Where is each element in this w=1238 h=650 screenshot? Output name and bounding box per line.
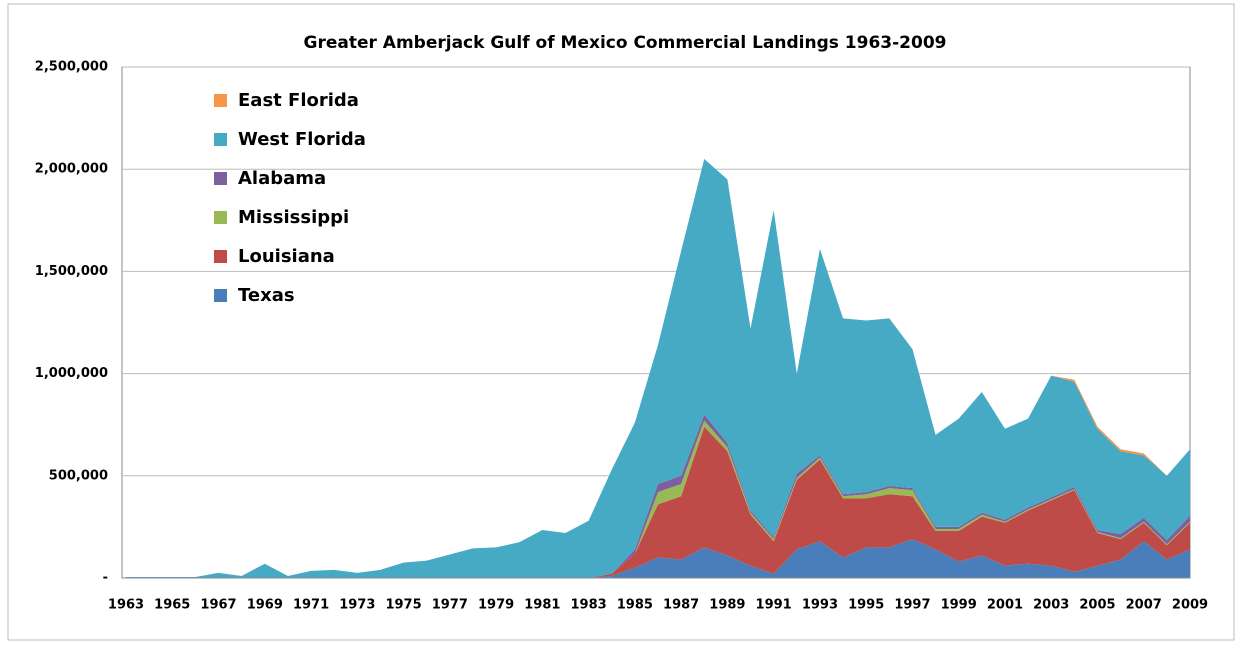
legend-label: Louisiana (238, 246, 335, 267)
x-tick-label: 2005 (1079, 598, 1115, 613)
y-tick-label: 1,500,000 (35, 264, 108, 279)
y-tick-label: 500,000 (49, 468, 108, 483)
legend-label: Texas (238, 285, 295, 306)
x-tick-label: 1975 (385, 598, 421, 613)
legend-swatch (214, 133, 227, 146)
x-tick-label: 1967 (200, 598, 236, 613)
legend-swatch (214, 211, 227, 224)
x-tick-label: 1989 (709, 598, 745, 613)
x-tick-label: 2009 (1172, 598, 1208, 613)
x-tick-label: 1987 (663, 598, 699, 613)
area (126, 539, 1190, 578)
x-tick-label: 1969 (247, 598, 283, 613)
legend-swatch (214, 94, 227, 107)
legend-swatch (214, 289, 227, 302)
area (126, 426, 1190, 578)
x-tick-label: 1995 (848, 598, 884, 613)
x-tick-label: 1981 (524, 598, 560, 613)
x-tick-label: 1963 (108, 598, 144, 613)
y-tick-label: - (103, 571, 108, 586)
x-tick-label: 2001 (987, 598, 1023, 613)
legend-label: East Florida (238, 90, 359, 111)
legend-swatch (214, 250, 227, 263)
x-tick-label: 1983 (571, 598, 607, 613)
x-tick-label: 1977 (432, 598, 468, 613)
x-tick-label: 1973 (339, 598, 375, 613)
x-tick-label: 1971 (293, 598, 329, 613)
area (126, 158, 1190, 579)
legend-label: West Florida (238, 129, 366, 150)
y-tick-label: 2,000,000 (35, 162, 108, 177)
x-tick-label: 1985 (617, 598, 653, 613)
x-tick-label: 1965 (154, 598, 190, 613)
x-tick-label: 1993 (802, 598, 838, 613)
legend-swatch (214, 172, 227, 185)
x-tick-label: 2007 (1126, 598, 1162, 613)
y-tick-label: 1,000,000 (35, 366, 108, 381)
legend-label: Mississippi (238, 207, 349, 228)
x-tick-label: 1999 (941, 598, 977, 613)
x-tick-label: 1997 (894, 598, 930, 613)
y-tick-label: 2,500,000 (35, 60, 108, 75)
area (126, 420, 1190, 578)
x-tick-label: 2003 (1033, 598, 1069, 613)
x-tick-label: 1991 (756, 598, 792, 613)
x-tick-label: 1979 (478, 598, 514, 613)
chart-title: Greater Amberjack Gulf of Mexico Commerc… (304, 33, 947, 53)
legend-label: Alabama (238, 168, 326, 189)
